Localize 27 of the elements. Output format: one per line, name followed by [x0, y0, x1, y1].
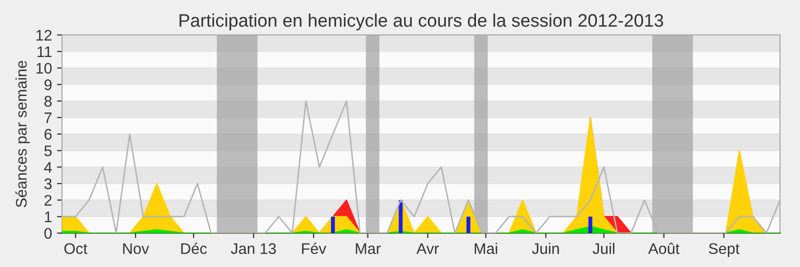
y-tick-label: 4 [44, 162, 52, 173]
x-tick-label: Oct [64, 243, 88, 254]
x-tick-label: Juil [592, 242, 614, 254]
x-tick-label: Nov [123, 243, 150, 254]
y-tick-label: 2 [44, 194, 52, 206]
x-tick-label: Fév [302, 242, 326, 254]
y-tick-label: 10 [36, 62, 52, 74]
y-tick-label: 12 [36, 30, 52, 41]
x-tick-label: Jan 13 [230, 243, 276, 254]
y-tick-label: 7 [44, 112, 52, 124]
y-tick-label: 11 [38, 46, 52, 58]
x-tick-label: Mar [356, 243, 381, 254]
y-tick-label: 0 [44, 228, 52, 239]
x-tick-label: Mai [474, 242, 498, 254]
y-tick-label: 8 [44, 96, 52, 107]
x-tick-label: Août [648, 242, 680, 254]
x-tick-label: Sept [708, 243, 740, 258]
x-tick-label: Avr [416, 243, 439, 254]
chart-title: Participation en hemicycle au cours de la session 2012-2013 [180, 14, 664, 30]
y-tick-label: 6 [44, 128, 52, 140]
x-tick-label: Juin [532, 242, 559, 254]
x-tick-label: Déc [181, 242, 207, 254]
y-tick-label: 1 [44, 212, 52, 222]
y-tick-label: 9 [44, 79, 52, 90]
y-tick-label: 3 [44, 178, 52, 190]
y-axis-title: Séances par semaine [15, 60, 30, 208]
y-tick-label: 5 [44, 146, 52, 156]
